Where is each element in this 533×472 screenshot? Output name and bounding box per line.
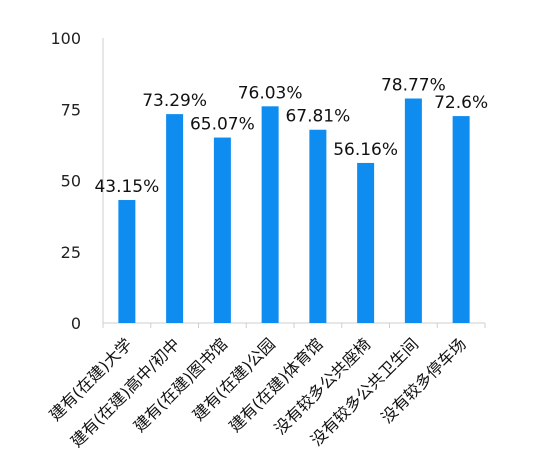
data-label: 67.81%	[285, 107, 350, 127]
y-tick-label: 0	[71, 314, 81, 333]
bar-1	[118, 200, 136, 323]
data-label: 76.03%	[238, 83, 303, 103]
data-label: 78.77%	[381, 76, 446, 96]
y-tick-label: 50	[61, 172, 81, 191]
category-label: 没有较多停车场	[377, 334, 470, 427]
bar-5	[309, 129, 327, 323]
bar-2	[166, 114, 184, 323]
y-tick-label: 100	[50, 29, 81, 48]
data-label: 56.16%	[333, 140, 398, 160]
data-label: 43.15%	[94, 177, 159, 197]
bar-3	[213, 137, 231, 323]
data-label: 73.29%	[142, 91, 207, 111]
category-label: 建有(在建)公园	[189, 334, 279, 424]
data-label: 65.07%	[190, 115, 255, 135]
bar-4	[261, 106, 279, 323]
bar-8	[452, 116, 470, 323]
category-label: 建有(在建)大学	[46, 334, 136, 424]
y-tick-label: 25	[61, 243, 81, 262]
bar-7	[404, 98, 422, 324]
data-label: 72.6%	[434, 93, 488, 113]
bar-6	[357, 162, 375, 323]
y-tick-label: 75	[61, 100, 81, 119]
